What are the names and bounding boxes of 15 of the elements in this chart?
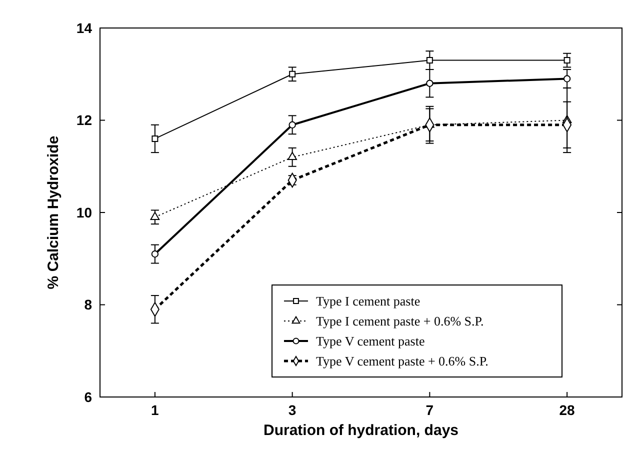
legend-label: Type I cement paste <box>316 294 420 309</box>
legend-label: Type V cement paste <box>316 334 425 349</box>
y-tick-label: 8 <box>84 296 92 313</box>
x-tick-label: 1 <box>151 402 160 418</box>
y-axis-title: % Calcium Hydroxide <box>45 136 62 290</box>
y-tick-label: 10 <box>76 204 92 220</box>
legend-label: Type I cement paste + 0.6% S.P. <box>316 314 484 329</box>
x-tick-label: 28 <box>559 402 576 418</box>
legend-label: Type V cement paste + 0.6% S.P. <box>316 354 488 369</box>
y-tick-label: 12 <box>76 112 92 128</box>
x-tick-label: 3 <box>288 402 296 418</box>
y-tick-label: 14 <box>76 20 92 36</box>
y-tick-label: 6 <box>84 388 92 405</box>
x-tick-label: 7 <box>426 402 434 418</box>
x-axis-title: Duration of hydration, days <box>263 422 459 439</box>
